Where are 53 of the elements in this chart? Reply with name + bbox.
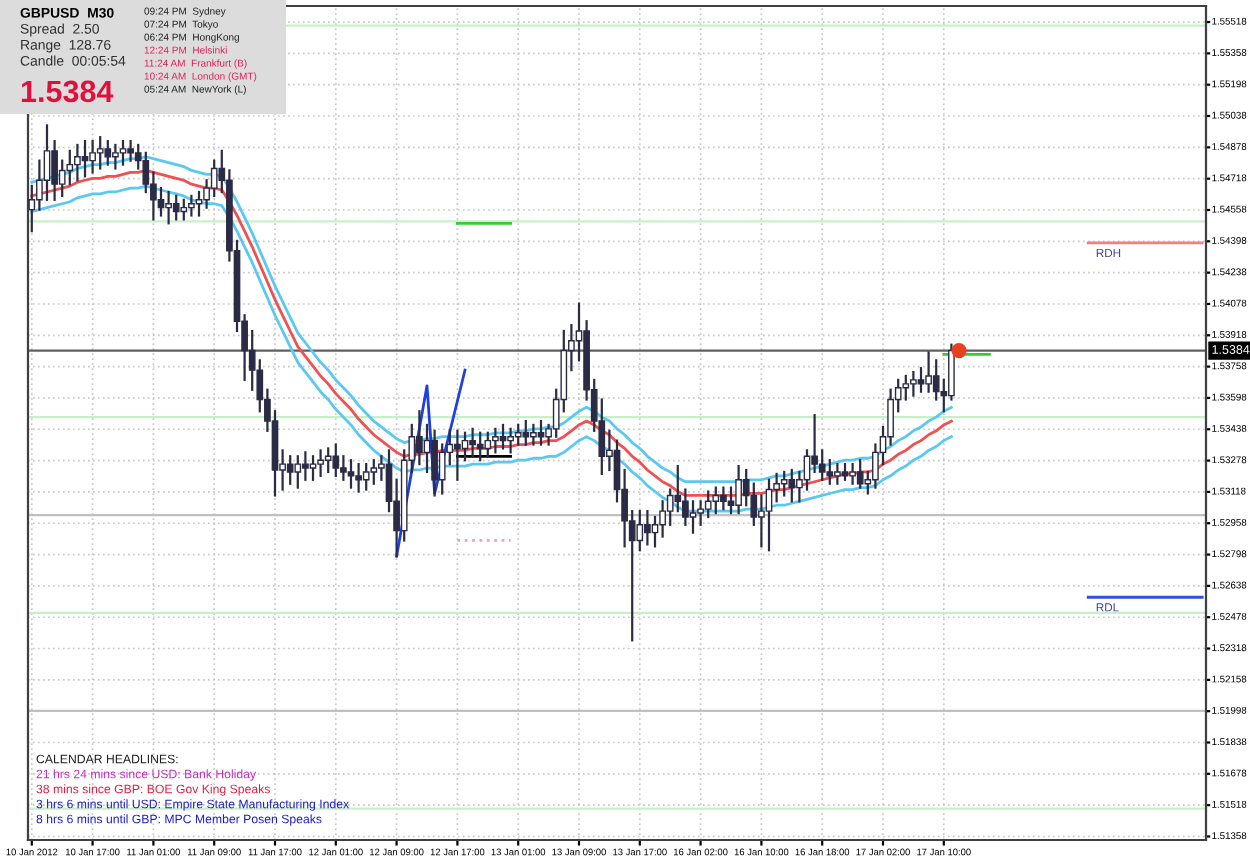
candlestick	[165, 190, 172, 225]
candlestick	[689, 500, 697, 534]
candlestick	[469, 427, 476, 458]
candlestick	[492, 427, 499, 454]
candlestick	[484, 431, 492, 458]
candlestick	[347, 459, 355, 489]
candlestick	[788, 468, 796, 503]
candlestick	[362, 463, 370, 491]
candlestick	[309, 455, 317, 481]
candlestick	[514, 423, 522, 446]
candlestick	[119, 139, 127, 166]
candlestick	[765, 478, 773, 552]
candlestick	[370, 459, 378, 485]
candlestick	[302, 451, 309, 481]
candlestick	[917, 367, 925, 393]
candlestick	[172, 194, 180, 221]
candlestick	[530, 423, 537, 446]
candlestick	[355, 463, 362, 493]
candlestick	[834, 463, 841, 485]
candlestick	[96, 136, 104, 170]
line-series	[395, 368, 467, 558]
candlestick	[104, 139, 112, 166]
candlestick	[636, 509, 644, 552]
candlestick	[423, 423, 431, 474]
candlestick	[431, 429, 438, 497]
candlestick	[856, 459, 864, 489]
candlestick	[89, 139, 96, 174]
candlestick	[332, 443, 340, 477]
candlestick	[507, 427, 514, 454]
candlestick	[780, 470, 788, 497]
candlestick	[910, 370, 917, 397]
candlestick	[317, 449, 324, 477]
candlestick	[849, 463, 856, 485]
candlestick	[735, 464, 742, 515]
candlestick	[188, 194, 195, 217]
candlestick	[294, 455, 302, 489]
candlestick	[925, 351, 932, 393]
candlestick	[644, 509, 651, 546]
candlestick	[112, 143, 119, 170]
candlestick	[712, 486, 720, 515]
candlestick	[416, 410, 423, 466]
candlestick	[720, 486, 727, 511]
candlestick	[811, 414, 818, 474]
candlestick	[704, 490, 712, 519]
candlestick	[522, 419, 530, 446]
candlestick	[324, 447, 332, 474]
candlestick	[127, 139, 134, 162]
candlestick	[286, 455, 294, 485]
candlestick	[476, 431, 484, 462]
annotation: 1.5384	[21, 80, 114, 103]
candlestick	[454, 429, 461, 481]
candlestick	[74, 143, 81, 182]
candlestick	[180, 198, 188, 221]
